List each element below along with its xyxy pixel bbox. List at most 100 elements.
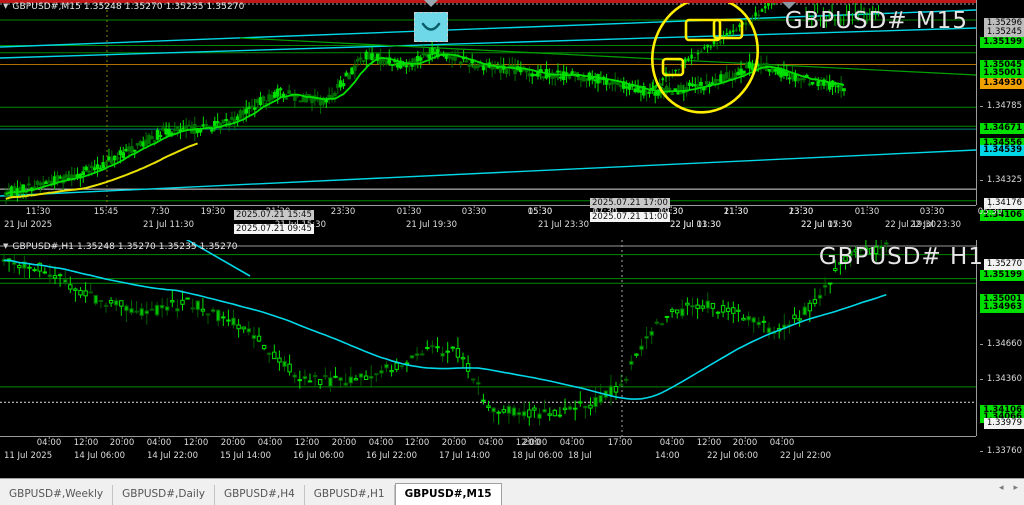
tab-gbpusddaily[interactable]: GBPUSD#,Daily (113, 485, 215, 505)
date-tick-21-Jul-2025: 21 Jul 2025 (4, 220, 53, 230)
m15-time-scale[interactable]: 11:30 15:45 7:30 19:30 21:30 23:30 01:30 03:30 0… (0, 205, 1002, 238)
date-tick-18-Jul-06:00: 18 Jul 06:00 (512, 451, 563, 461)
time-tick-01:30: 01:30 (854, 205, 880, 217)
date-tick-22-Jul-03:30: 22 Jul 03:30 (670, 220, 721, 230)
chevron-down-icon[interactable]: ▼ (3, 2, 9, 10)
price-tick-1.34176: 1.34176 (983, 198, 1024, 209)
date-tick-21-Jul-19:30: 21 Jul 19:30 (406, 220, 457, 230)
date-tick-14-Jul-06:00: 14 Jul 06:00 (74, 451, 125, 461)
tab-gbpusdweekly[interactable]: GBPUSD#,Weekly (0, 485, 114, 505)
date-tick-18-Jul: 18 Jul (568, 451, 592, 461)
price-tick-1.35296: 1.35296 (983, 18, 1024, 29)
time-tick-17:00: 17:00 (607, 436, 633, 448)
chart-pane-h1[interactable]: ▼ GBPUSD#,H1 1.35248 1.35270 1.35235 1.3… (0, 240, 1024, 478)
time-tick-12:00: 12:00 (183, 436, 209, 448)
chart-dropdown-arrow-icon[interactable] (424, 0, 438, 7)
time-tick-19:30: 19:30 (658, 205, 684, 217)
time-tick-20:00: 20:00 (522, 436, 548, 448)
price-tick-1.34325: 1.34325 (979, 175, 1024, 186)
tab-gbpusdm15[interactable]: GBPUSD#,M15 (394, 483, 502, 505)
time-tick-03:30: 03:30 (461, 205, 487, 217)
time-tick-15:45: 15:45 (93, 205, 119, 217)
h1-watermark: GBPUSD# H1 (818, 244, 984, 270)
price-tick-1.35001: 1.35001 (980, 294, 1024, 305)
m15-plot-area[interactable] (0, 0, 976, 238)
date-tick-22-Jul-06:00: 22 Jul 06:00 (707, 451, 758, 461)
h1-time-scale[interactable]: 04:00 12:00 20:00 04:00 12:00 20:00 04:00 12:00… (0, 436, 976, 466)
time-tick-12:00: 12:00 (696, 436, 722, 448)
price-tick-1.33760: 1.33760 (979, 446, 1024, 457)
time-tick-23:30: 23:30 (788, 205, 814, 217)
status-bar: ◂ ▸ (864, 481, 1024, 495)
price-tick-1.35199: 1.35199 (980, 37, 1024, 48)
date-tick-16-Jul-22:00: 16 Jul 22:00 (366, 451, 417, 461)
time-tick-12:00: 12:00 (73, 436, 99, 448)
top-red-level-line (0, 0, 976, 3)
price-tick-1.34066: 1.34066 (980, 412, 1024, 423)
date-tick-14:00: 14:00 (655, 451, 680, 461)
time-tick-04:00: 04:00 (559, 436, 585, 448)
time-tick-04:00: 04:00 (478, 436, 504, 448)
time-tick-01:30: 01:30 (396, 205, 422, 217)
price-tick-1.34930: 1.34930 (980, 78, 1024, 89)
price-tick-1.34785: 1.34785 (979, 101, 1024, 112)
time-tick-20:00: 20:00 (732, 436, 758, 448)
smiley-drawing-object[interactable] (414, 12, 448, 42)
tab-gbpusdh1[interactable]: GBPUSD#,H1 (304, 485, 395, 505)
time-tick-04:00: 04:00 (36, 436, 62, 448)
scroll-left-icon[interactable]: ◂ (998, 483, 1004, 493)
time-tick-12:00: 12:00 (294, 436, 320, 448)
price-tick-1.35270: 1.35270 (983, 259, 1024, 270)
time-tick-7:30: 7:30 (150, 205, 170, 217)
m15-cursor-label-1: 2025.07.21 09:45 (234, 224, 314, 234)
time-tick-04:00: 04:00 (368, 436, 394, 448)
time-tick-15:30: 15:30 (527, 205, 553, 217)
time-tick-20:00: 20:00 (109, 436, 135, 448)
date-tick-21-Jul-11:30: 21 Jul 11:30 (143, 220, 194, 230)
time-tick-03:30: 03:30 (919, 205, 945, 217)
date-tick-11-Jul-2025: 11 Jul 2025 (4, 451, 53, 461)
time-tick-04:00: 04:00 (769, 436, 795, 448)
price-tick-1.34671: 1.34671 (980, 123, 1024, 134)
scroll-right-icon[interactable]: ▸ (1013, 483, 1018, 493)
chart-pane-m15[interactable]: ▼ GBPUSD#,M15 1.35248 1.35270 1.35235 1.… (0, 0, 1024, 238)
h1-price-scale[interactable]: 1.35270 1.35199 1.35001 1.34963 1.34660 1.343… (976, 240, 1024, 456)
price-tick-1.34360: 1.34360 (979, 374, 1024, 385)
date-tick-16-Jul-06:00: 16 Jul 06:00 (293, 451, 344, 461)
price-tick-1.35045: 1.35045 (980, 60, 1024, 71)
price-tick-1.34106: 1.34106 (980, 210, 1024, 221)
chart-tab-bar[interactable]: GBPUSD#,Weekly GBPUSD#,Daily GBPUSD#,H4 GBP… (0, 478, 1024, 505)
date-tick-22-Jul-22:00: 22 Jul 22:00 (780, 451, 831, 461)
price-tick-1.34660: 1.34660 (979, 339, 1024, 350)
time-tick-05:30: 05:30 (977, 205, 1003, 217)
time-tick-20:00: 20:00 (441, 436, 467, 448)
time-tick-12:00: 12:00 (404, 436, 430, 448)
time-tick-04:00: 04:00 (146, 436, 172, 448)
price-tick-1.35199: 1.35199 (980, 270, 1024, 281)
time-tick-23:30: 23:30 (330, 205, 356, 217)
m15-price-svg (0, 0, 976, 205)
smiley-icon (421, 22, 441, 31)
chevron-down-icon-h1[interactable]: ▼ (3, 242, 9, 250)
m15-price-scale[interactable]: 1.35296 1.35245 1.35199 1.35045 1.35001 1.349… (976, 0, 1024, 221)
date-tick-17-Jul-14:00: 17 Jul 14:00 (439, 451, 490, 461)
date-tick-22-Jul-23:30: 22 Jul 23:30 (910, 220, 961, 230)
time-tick-04:00: 04:00 (257, 436, 283, 448)
date-tick-14-Jul-22:00: 14 Jul 22:00 (147, 451, 198, 461)
h1-cursor-label-1: 2025.07.21 11:00 (590, 212, 670, 222)
time-tick-19:30: 19:30 (200, 205, 226, 217)
chart-dropdown-arrow-icon-2[interactable] (782, 2, 796, 9)
time-tick-21:30: 21:30 (723, 205, 749, 217)
price-tick-1.34539: 1.34539 (980, 145, 1024, 156)
m15-cursor-label-0: 2025.07.21 15:45 (234, 210, 314, 220)
time-tick-20:00: 20:00 (331, 436, 357, 448)
date-tick-22-Jul-15:30: 22 Jul 15:30 (801, 220, 852, 230)
price-tick-1.35001: 1.35001 (980, 68, 1024, 79)
tab-gbpusdh4[interactable]: GBPUSD#,H4 (214, 485, 305, 505)
m15-header-text: GBPUSD#,M15 1.35248 1.35270 1.35235 1.35… (12, 1, 245, 12)
h1-cursor-label-0: 2025.07.21 17:00 (590, 198, 670, 208)
price-tick-1.33979: 1.33979 (983, 418, 1024, 429)
m15-symbol-header: ▼ GBPUSD#,M15 1.35248 1.35270 1.35235 1.… (0, 0, 244, 13)
h1-symbol-header: ▼ GBPUSD#,H1 1.35248 1.35270 1.35235 1.3… (0, 240, 238, 253)
